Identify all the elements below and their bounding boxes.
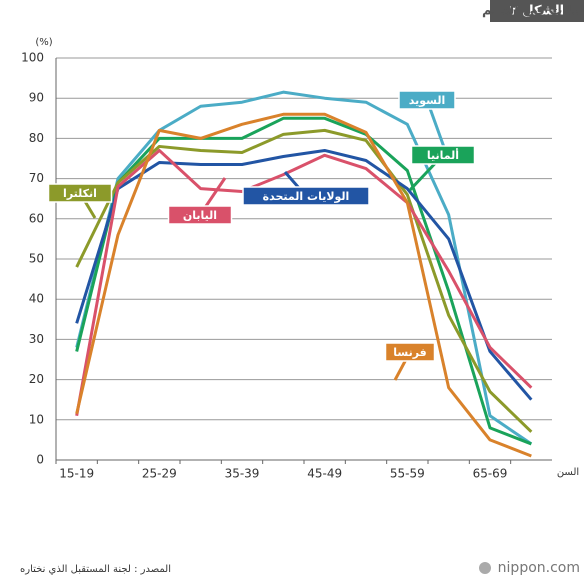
legend-label: ألمانيا [427,148,459,162]
x-tick-label: 45-49 [307,467,342,481]
x-tick-label: 35-39 [225,467,260,481]
series-line [75,112,532,458]
x-tick-label: 65-69 [473,467,508,481]
badge: الشكل ٢ [510,4,564,19]
y-tick-label: 100 [21,51,44,65]
badge-bg [490,0,584,22]
y-axis-label: (%) [35,37,52,48]
x-tick-label: 55-59 [390,467,425,481]
legend-box [398,90,456,110]
legend-box [47,183,113,203]
legend-label: السويد [409,94,445,107]
series-line [75,148,533,401]
chart-title: المقارنة بين نسب النساء العاملات في العا… [482,4,584,19]
y-tick-label: 40 [29,292,44,306]
legend-box [384,342,436,362]
y-tick-label: 80 [29,131,44,145]
y-tick-label: 70 [29,171,44,185]
y-tick-label: 0 [36,453,44,467]
x-tick-label: 15-19 [59,467,94,481]
y-tick-label: 30 [29,332,44,346]
series-line [75,128,533,433]
y-tick-label: 50 [29,252,44,266]
x-axis-label: السن [557,467,579,478]
legend-label: اليابان [183,209,217,222]
logo: nippon.com [498,560,580,576]
legend-label: الولايات المتحدة [263,190,350,203]
source: المصدر : لجنة المستقبل الذي نختاره [20,564,171,575]
legend-box [167,205,233,225]
x-tick-label: 25-29 [142,467,177,481]
y-tick-label: 90 [29,91,44,105]
series-line [75,90,533,446]
logo-icon [479,562,491,574]
y-tick-label: 20 [29,372,44,386]
legend-box [242,186,370,206]
legend-label: فرنسا [393,346,427,359]
y-tick-label: 60 [29,211,44,225]
series-line [75,148,533,417]
legend-box [410,145,476,165]
y-tick-label: 10 [29,412,44,426]
legend-label: انكلترا [63,187,97,200]
